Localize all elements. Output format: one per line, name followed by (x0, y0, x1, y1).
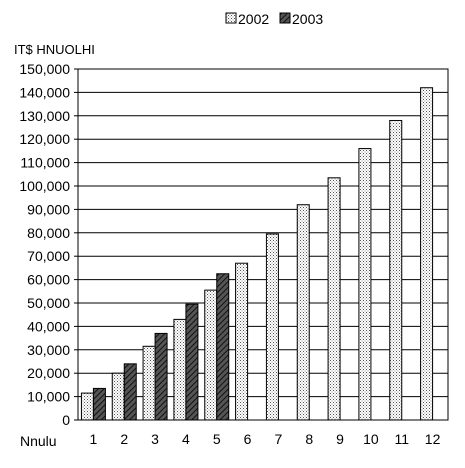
x-category-label: 9 (336, 431, 344, 447)
bar-2002-7 (265, 233, 279, 421)
y-tick-label: 10,000 (27, 389, 70, 405)
x-category-label: 11 (394, 431, 409, 447)
x-category-label: 6 (244, 431, 252, 447)
bar-2002-4 (173, 318, 187, 421)
x-axis-title: Nnulu (20, 433, 57, 449)
y-tick-label: 100,000 (19, 178, 70, 194)
y-axis-title: IT$ HNUOLHI (14, 42, 95, 57)
bar-2003-3 (154, 332, 168, 421)
bar-2002-8 (296, 204, 310, 421)
gridlines (78, 68, 448, 421)
x-category-label: 5 (213, 431, 221, 447)
x-axis-categories: 1 2 3 4 5 6 7 8 9 10 11 12 (90, 431, 441, 447)
y-tick-label: 80,000 (27, 225, 70, 241)
y-tick-label: 70,000 (27, 248, 70, 264)
x-category-label: 10 (363, 431, 379, 447)
bar-2002-2 (111, 372, 125, 421)
y-tick-label: 30,000 (27, 342, 70, 358)
bar-2002-12 (420, 87, 434, 421)
y-tick-label: 0 (62, 412, 70, 428)
legend-swatch-2002 (225, 12, 237, 24)
bar-2002-9 (327, 177, 341, 421)
x-category-label: 4 (182, 431, 190, 447)
legend-label-2002: 2002 (238, 11, 269, 27)
x-category-label: 8 (305, 431, 313, 447)
y-tick-label: 110,000 (20, 155, 70, 171)
bar-2003-2 (123, 363, 137, 421)
bar-2003-1 (92, 387, 106, 421)
plot-area-frame (77, 68, 449, 421)
y-tick-label: 20,000 (27, 365, 70, 381)
legend-label-2003: 2003 (292, 11, 323, 27)
x-category-label: 3 (151, 431, 159, 447)
y-tick-label: 150,000 (19, 61, 70, 77)
y-tick-label: 60,000 (27, 272, 70, 288)
y-tick-label: 120,000 (19, 131, 70, 147)
y-tick-label: 90,000 (27, 201, 70, 217)
bar-2003-4 (185, 303, 199, 421)
bar-2003-5 (216, 273, 230, 421)
y-tick-label: 40,000 (27, 318, 70, 334)
y-tick-label: 140,000 (19, 84, 70, 100)
bar-2002-10 (358, 148, 372, 421)
bar-2002-3 (142, 345, 156, 421)
x-category-label: 7 (275, 431, 283, 447)
y-tick-label: 50,000 (27, 295, 70, 311)
bars (80, 87, 434, 421)
x-category-label: 2 (120, 431, 128, 447)
x-category-label: 12 (425, 431, 441, 447)
legend: 2002 2003 (225, 11, 323, 27)
bar-2002-5 (204, 289, 218, 421)
y-tick-label: 130,000 (19, 108, 70, 124)
bar-2002-1 (80, 392, 94, 421)
bar-2002-6 (235, 262, 249, 421)
x-category-label: 1 (90, 431, 98, 447)
y-axis-ticks: 0 10,000 20,000 30,000 40,000 50,000 60,000 70,… (19, 61, 78, 428)
bar-2002-11 (389, 119, 403, 421)
legend-swatch-2003 (279, 12, 291, 24)
